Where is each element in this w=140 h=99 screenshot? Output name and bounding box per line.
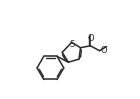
Text: S: S [69, 40, 74, 50]
Text: O: O [100, 46, 107, 55]
Text: O: O [87, 34, 94, 43]
